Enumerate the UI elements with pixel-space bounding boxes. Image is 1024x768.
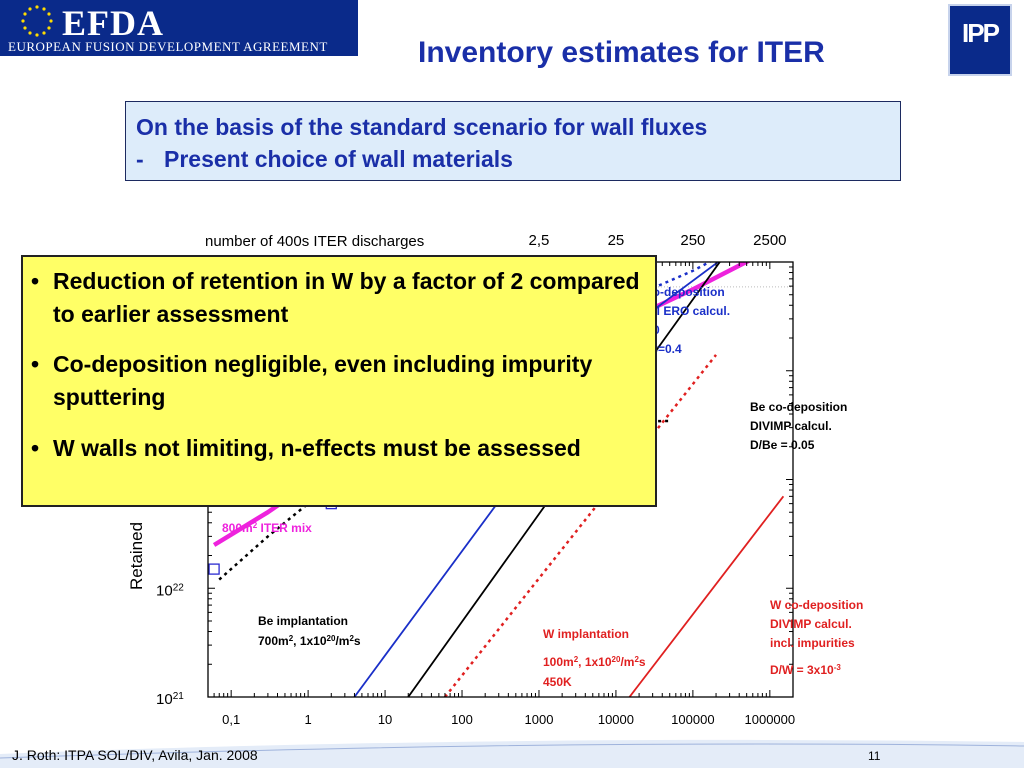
annotation-be-codep-ero: ull ERO calcul. (646, 304, 730, 318)
chart-layer: 0,1 1 10 100 1000 10000 100000 1000000 1021 1022 1… (127, 232, 863, 762)
annotation-be-implantation-flux: 700m2, 1x1020/m2s (258, 634, 361, 649)
callout-item-1: • Reduction of retention in W by a facto… (31, 265, 647, 331)
annotation-w-codep: incl. impurities (770, 636, 855, 650)
annotation-w-implantation: W implantation (543, 627, 629, 641)
x-tick-label: 10000 (598, 712, 634, 727)
info-box-line2-text: Present choice of wall materials (164, 146, 513, 172)
y-axis-title: Retained (127, 522, 146, 590)
x-tick-label: 10 (378, 712, 392, 727)
footer-citation: J. Roth: ITPA SOL/DIV, Avila, Jan. 2008 (12, 747, 258, 763)
annotation-w-implantation-temp: 450K (543, 675, 572, 689)
annotation-iter-mix: 800m2 ITER mix (222, 521, 312, 536)
efda-logo: EFDA EUROPEAN FUSION DEVELOPMENT AGREEME… (0, 0, 358, 56)
callout-item-text: Co-deposition negligible, even including… (53, 351, 593, 410)
x-tick-label: 0,1 (222, 712, 240, 727)
ipp-logo-text: IPP (962, 18, 1000, 48)
eu-stars-icon (21, 5, 53, 37)
series-line-6 (444, 354, 717, 697)
bullet-icon: • (31, 268, 40, 294)
annotation-w-codep-ratio: D/W = 3x10-3 (770, 663, 841, 678)
footer-decoration (0, 739, 1024, 768)
top-axis-tick-label: 250 (680, 232, 705, 249)
annotation-be-codep-ero: co-deposition (646, 285, 725, 299)
ipp-logo: IPP (948, 4, 1012, 76)
annotation-be-implantation: Be implantation (258, 614, 348, 628)
x-tick-label: 100000 (671, 712, 714, 727)
efda-logo-subtitle: EUROPEAN FUSION DEVELOPMENT AGREEMENT (8, 39, 328, 54)
annotation-be-codep-divimp: Be co-deposition (750, 400, 847, 414)
series-line-7 (628, 495, 785, 697)
y-tick-label: 1021 (156, 691, 184, 709)
data-marker-1 (208, 563, 220, 575)
callout-item-3: • W walls not limiting, n-effects must b… (31, 432, 647, 465)
x-tick-label: 1000000 (745, 712, 796, 727)
x-tick-label: 1000 (525, 712, 554, 727)
slide-title: Inventory estimates for ITER (418, 36, 825, 69)
callout-box: • Reduction of retention in W by a facto… (21, 255, 657, 507)
info-box-line1: On the basis of the standard scenario fo… (136, 114, 708, 140)
info-box-line2: - Present choice of wall materials (136, 146, 513, 173)
annotation-w-codep: W co-deposition (770, 598, 863, 612)
top-axis-tick-label: 2,5 (529, 232, 550, 249)
x-tick-label: 100 (451, 712, 473, 727)
info-box-dash: - (136, 146, 144, 172)
bullet-icon: • (31, 351, 40, 377)
y-tick-label: 1022 (156, 582, 184, 600)
callout-item-text: W walls not limiting, n-effects must be … (53, 435, 581, 461)
page-number: 11 (868, 749, 881, 763)
info-box: On the basis of the standard scenario fo… (125, 101, 901, 181)
annotation-be-codep-divimp: D/Be = 0.05 (750, 438, 815, 452)
annotation-be-codep-divimp: DIVIMP calcul. (750, 419, 832, 433)
callout-item-2: • Co-deposition negligible, even includi… (31, 348, 647, 414)
top-axis-tick-label: 25 (608, 232, 625, 249)
bullet-icon: • (31, 435, 40, 461)
x-tick-label: 1 (305, 712, 312, 727)
annotation-w-implantation-flux: 100m2, 1x1020/m2s (543, 655, 646, 670)
annotation-w-codep: DIVIMP calcul. (770, 617, 852, 631)
efda-logo-text: EFDA (62, 3, 164, 43)
top-axis-tick-label: 2500 (753, 232, 786, 249)
slide-header: EFDA EUROPEAN FUSION DEVELOPMENT AGREEME… (0, 0, 1024, 100)
callout-item-text: Reduction of retention in W by a factor … (53, 268, 640, 327)
top-axis-label: number of 400s ITER discharges (205, 233, 424, 250)
